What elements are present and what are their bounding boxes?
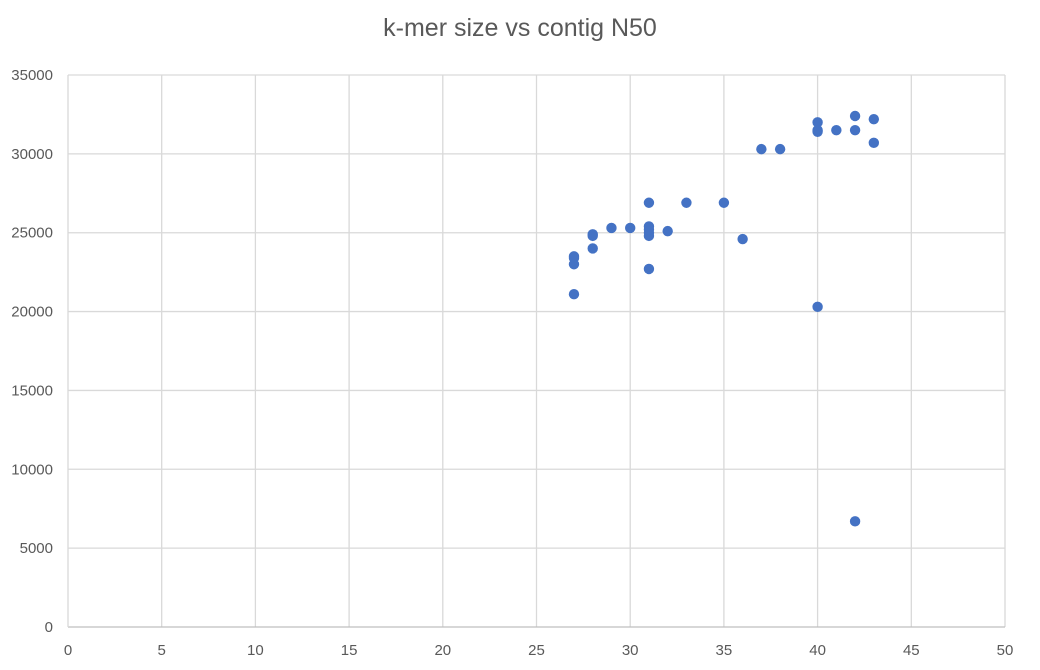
- data-point: [849, 516, 861, 527]
- y-tick-label: 0: [45, 619, 53, 636]
- data-point: [643, 221, 655, 232]
- y-tick-label: 10000: [11, 461, 53, 478]
- x-tick-label: 10: [247, 642, 264, 659]
- grid-layer: [68, 74, 1006, 627]
- data-point: [568, 251, 580, 262]
- data-point: [849, 110, 861, 122]
- data-point: [831, 125, 842, 136]
- data-point: [587, 243, 598, 254]
- data-point: [756, 143, 767, 155]
- y-tick-label: 15000: [11, 382, 53, 399]
- x-tick-label: 5: [158, 642, 166, 659]
- y-tick-label: 35000: [11, 67, 53, 84]
- y-tick-label: 30000: [11, 146, 53, 163]
- data-point: [587, 229, 598, 240]
- x-tick-label: 50: [997, 642, 1014, 659]
- data-point: [774, 143, 786, 155]
- y-tick-label: 20000: [11, 304, 53, 321]
- data-point: [718, 197, 730, 208]
- data-point: [812, 125, 823, 136]
- axis-layer: 0 5 10 15 20 25 30 35 40 45 50 0 5000 10000 15000 20000…: [11, 67, 1013, 659]
- data-point: [625, 222, 636, 234]
- data-point: [681, 197, 692, 208]
- data-point: [849, 125, 861, 136]
- y-tick-label: 5000: [20, 540, 53, 557]
- x-tick-label: 40: [809, 642, 826, 659]
- x-tick-label: 25: [528, 642, 545, 659]
- data-point: [812, 117, 823, 128]
- data-point: [868, 137, 880, 149]
- data-points: [568, 110, 880, 527]
- x-tick-label: 35: [716, 642, 733, 659]
- x-tick-label: 0: [64, 642, 72, 659]
- data-point: [868, 113, 880, 125]
- chart-title: k-mer size vs contig N50: [383, 14, 657, 42]
- data-point: [662, 225, 673, 237]
- data-point: [737, 233, 748, 245]
- x-tick-label: 30: [622, 642, 639, 659]
- x-tick-label: 20: [434, 642, 451, 659]
- data-point: [812, 301, 823, 313]
- data-point: [568, 289, 580, 300]
- data-point: [606, 222, 617, 234]
- data-point: [643, 263, 655, 275]
- x-tick-label: 15: [341, 642, 358, 659]
- data-point: [643, 197, 655, 208]
- x-tick-label: 45: [903, 642, 920, 659]
- y-tick-label: 25000: [11, 225, 53, 242]
